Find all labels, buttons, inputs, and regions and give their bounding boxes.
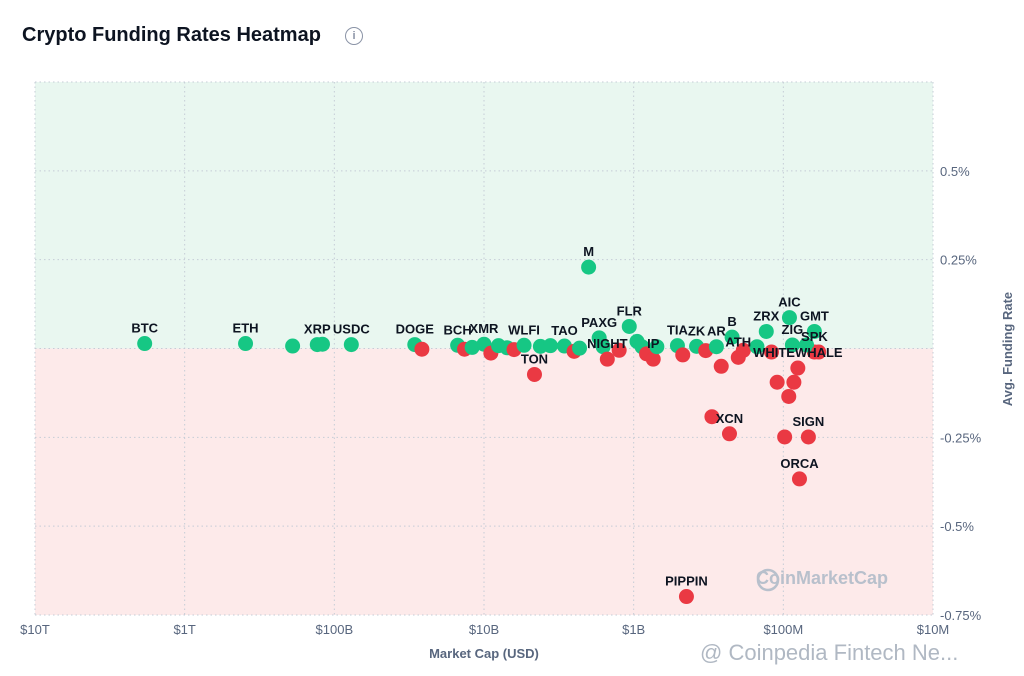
- data-point: [790, 360, 806, 376]
- chart-title: Crypto Funding Rates Heatmap: [22, 24, 321, 46]
- point-label: WHITEWHALE: [753, 345, 843, 360]
- point-label: M: [583, 244, 594, 259]
- data-point: [781, 310, 797, 326]
- point-label: B: [727, 314, 736, 329]
- point-label: ZK: [688, 323, 706, 338]
- data-point: [708, 339, 724, 355]
- point-label: NIGHT: [587, 336, 628, 351]
- point-label: DOGE: [396, 322, 435, 337]
- data-point: [343, 337, 359, 353]
- data-point: [781, 388, 797, 404]
- point-label: ZRX: [753, 308, 779, 323]
- coinpedia-watermark: @ Coinpedia Fintech Ne...: [700, 640, 959, 665]
- point-label: XCN: [716, 411, 743, 426]
- point-label: SPK: [801, 329, 828, 344]
- data-point: [784, 337, 800, 353]
- point-label: PIPPIN: [665, 574, 708, 589]
- data-point: [791, 471, 807, 487]
- point-label: TAO: [551, 323, 577, 338]
- data-point: [704, 409, 720, 425]
- x-tick-label: $100M: [763, 622, 803, 637]
- x-tick-label: $100B: [316, 622, 354, 637]
- point-label: BTC: [131, 321, 158, 336]
- point-label: TON: [521, 351, 548, 366]
- positive-region: [35, 82, 933, 349]
- data-point: [713, 358, 729, 374]
- data-point: [137, 336, 153, 352]
- data-point: [611, 342, 627, 358]
- point-label: TIA: [667, 323, 689, 338]
- y-tick-label: 0.25%: [940, 253, 977, 268]
- point-label: ORCA: [780, 456, 819, 471]
- x-tick-label: $1B: [622, 622, 645, 637]
- data-point: [799, 337, 815, 353]
- data-point: [763, 344, 779, 360]
- data-point: [595, 339, 611, 355]
- data-point: [769, 374, 785, 390]
- data-point: [678, 589, 694, 605]
- point-label: BCH: [444, 322, 472, 337]
- y-tick-label: -0.5%: [940, 519, 974, 534]
- point-label: ZIG: [782, 322, 804, 337]
- data-point: [314, 336, 330, 352]
- data-point: [777, 429, 793, 445]
- point-label: PAXG: [581, 315, 617, 330]
- data-point: [414, 341, 430, 357]
- data-point: [542, 338, 558, 354]
- data-point: [811, 344, 827, 360]
- data-point: [649, 339, 665, 355]
- data-point: [800, 429, 816, 445]
- point-label: XMR: [470, 321, 500, 336]
- point-label: ETH: [233, 321, 259, 336]
- data-point: [516, 337, 532, 353]
- data-point: [735, 342, 751, 358]
- data-point: [645, 351, 661, 367]
- data-point: [285, 338, 301, 354]
- point-label: GMT: [800, 308, 829, 323]
- data-point: [806, 323, 822, 339]
- data-point: [675, 347, 691, 363]
- point-label: AIC: [778, 295, 801, 310]
- coinmarketcap-logo-icon: [756, 568, 780, 592]
- point-label: XRP: [304, 322, 331, 337]
- point-label: ATH: [725, 334, 751, 349]
- data-point: [572, 340, 588, 356]
- y-tick-label: -0.25%: [940, 430, 982, 445]
- data-point: [758, 323, 774, 339]
- point-label: IP: [647, 336, 660, 351]
- y-axis-title: Avg. Funding Rate: [1000, 292, 1015, 406]
- x-tick-label: $10T: [20, 622, 50, 637]
- data-point: [749, 339, 765, 355]
- x-tick-label: $1T: [173, 622, 195, 637]
- point-label: USDC: [333, 322, 370, 337]
- info-circle-icon[interactable]: i: [345, 27, 363, 45]
- x-tick-label: $10M: [917, 622, 950, 637]
- data-point: [599, 351, 615, 367]
- data-point: [786, 374, 802, 390]
- data-point: [526, 366, 542, 382]
- data-point: [238, 336, 254, 352]
- data-point: [581, 259, 597, 275]
- y-tick-label: -0.75%: [940, 608, 982, 623]
- point-label: AR: [707, 324, 726, 339]
- y-tick-label: 0.5%: [940, 164, 970, 179]
- data-point: [721, 426, 737, 442]
- data-point: [464, 339, 480, 355]
- x-tick-label: $10B: [469, 622, 499, 637]
- x-axis-title: Market Cap (USD): [429, 646, 539, 661]
- data-point: [724, 329, 740, 345]
- point-label: WLFI: [508, 322, 540, 337]
- point-label: SIGN: [793, 414, 825, 429]
- data-point: [621, 318, 637, 334]
- coinmarketcap-watermark: CoinMarketCap: [756, 568, 889, 588]
- point-label: FLR: [617, 303, 643, 318]
